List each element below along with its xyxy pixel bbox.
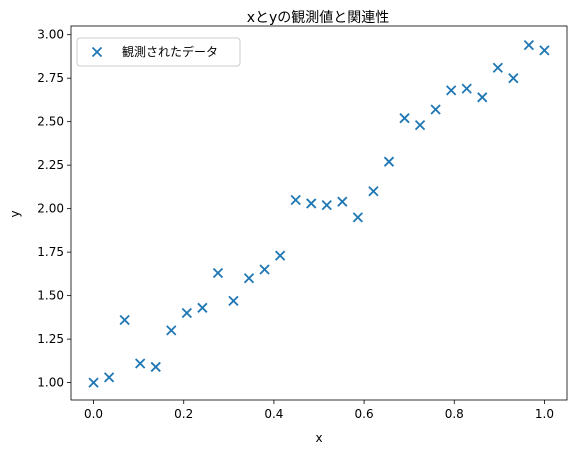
x-axis-ticks: 0.0 0.2 0.4 0.6 0.8 1.0	[84, 400, 554, 421]
y-tick-label: 1.50	[37, 289, 64, 303]
x-tick-label: 0.4	[264, 407, 283, 421]
data-point	[135, 358, 146, 369]
data-point	[88, 377, 99, 388]
data-point	[368, 186, 379, 197]
y-tick-label: 1.75	[37, 245, 64, 259]
data-point	[119, 314, 130, 326]
data-point	[274, 250, 286, 261]
data-point	[461, 83, 472, 94]
y-tick-label: 2.25	[37, 158, 64, 172]
data-point	[103, 372, 115, 383]
data-point	[243, 273, 255, 284]
plot-frame	[70, 25, 568, 401]
data-point	[290, 194, 301, 206]
chart-title: xとyの観測値と関連性	[247, 9, 390, 26]
y-tick-label: 3.00	[37, 28, 64, 42]
y-tick-label: 1.25	[37, 332, 64, 346]
data-point	[539, 45, 550, 56]
data-point	[337, 196, 348, 207]
data-point	[166, 325, 177, 336]
y-tick-label: 2.75	[37, 71, 64, 85]
x-axis-label: x	[315, 431, 322, 445]
x-tick-label: 1.0	[535, 407, 554, 421]
data-point	[477, 92, 488, 103]
data-point	[492, 62, 503, 73]
y-tick-label: 2.50	[37, 115, 64, 129]
data-point	[181, 307, 192, 319]
x-tick-label: 0.6	[355, 407, 374, 421]
data-point	[508, 73, 519, 84]
data-point	[306, 198, 317, 209]
data-point	[383, 156, 395, 167]
x-tick-label: 0.0	[84, 407, 103, 421]
legend: 観測されたデータ	[76, 37, 241, 67]
data-point	[430, 104, 441, 115]
data-point	[414, 120, 426, 131]
data-point	[197, 302, 208, 313]
y-tick-label: 2.00	[37, 202, 64, 216]
data-point	[321, 200, 332, 211]
data-point	[399, 113, 410, 124]
legend-box	[76, 37, 241, 67]
data-point	[446, 85, 457, 96]
y-axis-label: y	[8, 210, 22, 217]
data-point	[150, 361, 161, 373]
data-point	[212, 267, 224, 279]
data-points	[88, 39, 550, 388]
data-point	[228, 295, 239, 306]
data-point	[259, 264, 270, 275]
data-point	[523, 39, 535, 51]
legend-marker-cross	[91, 46, 103, 58]
y-axis-ticks: 1.00 1.25 1.50 1.75 2.00 2.25 2.50 2.75 3.00	[37, 28, 71, 390]
x-tick-label: 0.8	[445, 407, 464, 421]
legend-marker	[91, 46, 103, 58]
x-tick-label: 0.2	[174, 407, 193, 421]
data-point	[352, 212, 364, 223]
y-tick-label: 1.00	[37, 376, 64, 390]
legend-label: 観測されたデータ	[122, 44, 218, 59]
